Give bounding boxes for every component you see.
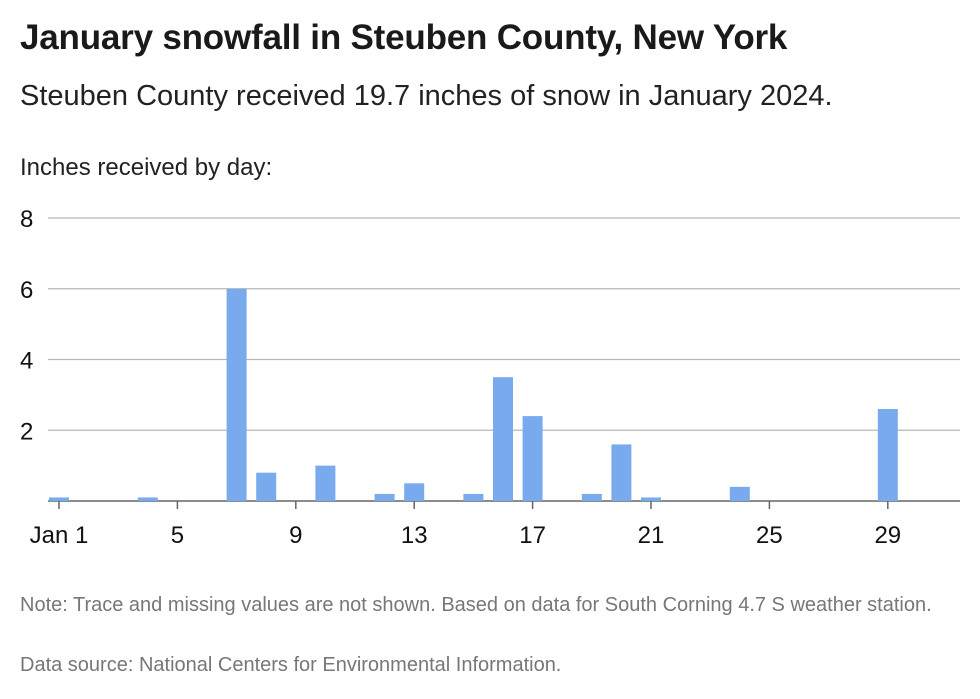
bar-day-4 <box>137 497 158 501</box>
bar-day-21 <box>641 497 661 501</box>
x-tick-label: 17 <box>519 522 546 549</box>
chart-subtitle: Steuben County received 19.7 inches of s… <box>20 80 833 112</box>
x-tick-label: 5 <box>171 522 184 549</box>
bar-day-19 <box>581 493 602 501</box>
data-source: Data source: National Centers for Enviro… <box>20 654 562 676</box>
bar-day-20 <box>611 444 632 501</box>
bar-day-13 <box>404 483 425 501</box>
x-tick-label: 25 <box>756 522 783 549</box>
y-tick-label: 6 <box>20 277 33 304</box>
bar-chart: 2 4 6 8 Jan 1 5 9 13 17 21 25 29 <box>20 206 960 549</box>
bar-day-24 <box>729 486 750 501</box>
bar-day-29 <box>877 409 898 501</box>
x-tick-label: Jan 1 <box>30 522 89 549</box>
x-tick-label: 21 <box>638 522 665 549</box>
x-tick-label: 29 <box>874 522 901 549</box>
chart-title: January snowfall in Steuben County, New … <box>20 18 788 57</box>
bar-day-1 <box>49 497 69 501</box>
bar-day-15 <box>463 493 484 501</box>
y-tick-label: 8 <box>20 206 33 233</box>
y-tick-labels: 2 4 6 8 <box>20 206 33 445</box>
x-tick-label: 13 <box>401 522 428 549</box>
y-tick-label: 2 <box>20 418 33 445</box>
bar-day-8 <box>256 472 277 501</box>
bar-day-17 <box>522 416 543 501</box>
x-tick-labels: Jan 1 5 9 13 17 21 25 29 <box>30 501 901 549</box>
bar-day-7 <box>226 288 247 501</box>
bars <box>49 288 898 501</box>
bar-day-10 <box>315 465 336 501</box>
y-tick-label: 4 <box>20 348 33 375</box>
y-axis-label: Inches received by day: <box>20 154 273 181</box>
bar-day-12 <box>374 493 395 501</box>
chart-note: Note: Trace and missing values are not s… <box>20 594 932 616</box>
x-tick-label: 9 <box>289 522 302 549</box>
bar-day-16 <box>493 377 513 501</box>
